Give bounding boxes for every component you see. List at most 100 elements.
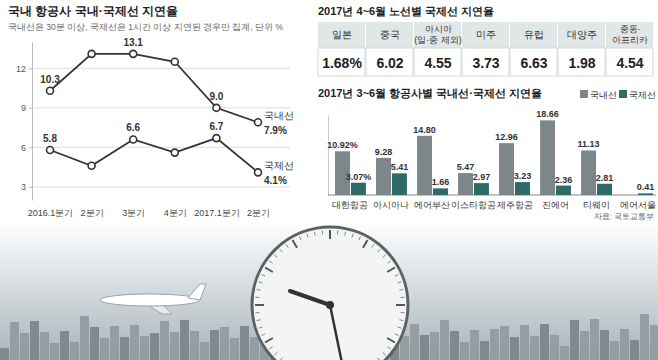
bar: [638, 193, 653, 195]
value-label: 6.63: [520, 55, 547, 71]
legend-label: 국내선: [590, 90, 617, 100]
bar: [581, 150, 596, 195]
clock-tick: [398, 282, 402, 283]
tick: 6: [21, 143, 32, 153]
building: [100, 338, 109, 360]
clock-tick: [396, 304, 405, 306]
clock-tick: [378, 358, 381, 360]
clock-tick: [322, 230, 323, 234]
data-label: 11.13: [578, 139, 600, 149]
labels: 10.313.19.07.9%국내선5.86.66.74.1%국제선: [40, 37, 294, 187]
clock-tick: [395, 274, 399, 276]
building: [170, 332, 179, 360]
marker: [88, 162, 95, 169]
bar: [417, 136, 432, 195]
clock: [252, 227, 408, 360]
y-axis: [328, 116, 329, 196]
tick: 3분기: [122, 204, 145, 218]
airplane: [100, 284, 206, 314]
building: [610, 341, 619, 360]
chart-title: 2017년 3~6월 항공사별 국내선·국제선 지연율: [318, 87, 542, 99]
marker: [88, 50, 95, 57]
header-cell: [558, 22, 605, 48]
tick-label: 티웨이: [583, 200, 610, 210]
tick-label: 9: [21, 103, 26, 113]
clock-tick: [265, 338, 273, 343]
building: [220, 327, 229, 360]
data-label: 7.9%: [264, 125, 287, 136]
data-label: 18.66: [536, 109, 559, 119]
marker: [47, 87, 54, 94]
building: [640, 314, 649, 360]
minute-hand: [330, 305, 342, 360]
bar: [556, 186, 571, 195]
clock-tick: [259, 282, 263, 283]
clock-tick: [383, 353, 386, 356]
bar-chart: 2017년 3~6월 항공사별 국내선·국제선 지연율대한항공아시아나에어부산이…: [318, 87, 657, 221]
building: [150, 333, 159, 360]
bar: [376, 158, 391, 195]
building: [110, 326, 119, 360]
value-cell: [414, 48, 461, 76]
clock-tick: [401, 297, 405, 298]
building: [490, 329, 499, 360]
building: [70, 342, 79, 360]
value-label: 4.54: [616, 55, 643, 71]
building: [590, 319, 599, 360]
tick-mark: [29, 187, 32, 188]
series-line: [50, 54, 258, 122]
y-axis: 36912: [16, 43, 33, 201]
clock-center: [326, 301, 334, 309]
data-label: 9.28: [375, 147, 393, 157]
legend-item: 국제선: [619, 90, 656, 100]
header-label: 아시아(일·중 제외): [414, 24, 462, 45]
value-label: 6.02: [376, 55, 403, 71]
data-label: 2.81: [596, 173, 614, 183]
bar: [540, 120, 555, 195]
value-cell: [606, 48, 653, 76]
building: [200, 342, 209, 360]
tick-label: 2016.1분기: [28, 208, 74, 218]
clock-tick: [399, 319, 403, 321]
building: [520, 325, 529, 360]
building: [430, 332, 439, 360]
building: [240, 326, 249, 360]
header-cell: [318, 22, 365, 48]
infographic: 국내 항공사 국내·국제선 지연율국내선은 30분 이상, 국제선은 1시간 이…: [0, 0, 658, 360]
data-label: 9.0: [209, 91, 223, 102]
building: [630, 340, 639, 360]
tick: 진에어: [542, 195, 569, 210]
tick: 2016.1분기: [28, 204, 74, 218]
marker: [213, 104, 220, 111]
tick-label: 제주항공: [497, 200, 533, 210]
tick-label: 2017.1분기: [194, 208, 240, 218]
tick-mark: [29, 108, 32, 109]
data-label: 5.8: [43, 133, 57, 144]
clock-tick: [314, 232, 316, 236]
data-label: 12.96: [495, 132, 518, 142]
value-label: 4.55: [424, 55, 451, 71]
building: [480, 341, 489, 360]
data-label: 14.80: [413, 125, 436, 135]
tick-label: 6: [21, 143, 26, 153]
x-axis: 대한항공아시아나에어부산이스타항공제주항공진에어티웨이에어서울: [332, 195, 656, 210]
legend-label: 국제선: [629, 90, 656, 100]
tick: 2분기: [247, 204, 270, 218]
value-cell: [318, 48, 365, 76]
clock-tick: [255, 312, 259, 313]
clock-tick: [293, 240, 298, 248]
data-label: 1.66: [432, 177, 450, 187]
data-label: 5.41: [391, 162, 409, 172]
clock-tick: [269, 261, 272, 263]
clock-tick: [255, 297, 259, 298]
data-label: 13.1: [123, 37, 143, 48]
tick-mark: [29, 68, 32, 69]
data-label: 2.97: [473, 172, 491, 182]
tick-label: 에어부산: [414, 200, 450, 210]
tick: 아시아나: [373, 195, 409, 210]
grid-line: [32, 186, 290, 187]
tick: 12: [16, 64, 32, 74]
hour-hand: [290, 291, 330, 305]
clock-tick: [307, 234, 308, 238]
clock-tick: [337, 230, 338, 234]
